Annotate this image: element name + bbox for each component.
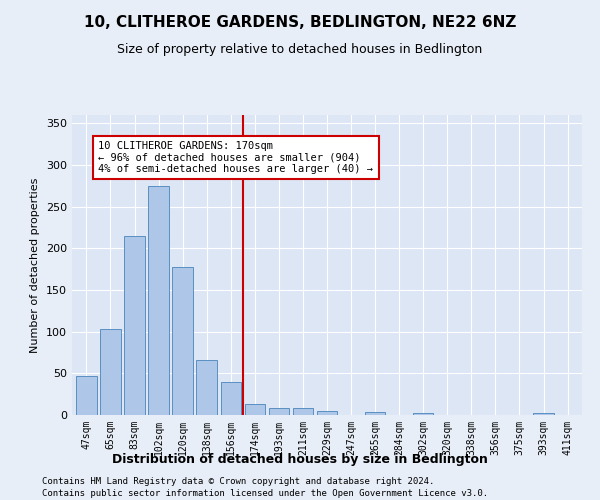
- Bar: [245, 404, 265, 415]
- Text: Distribution of detached houses by size in Bedlington: Distribution of detached houses by size …: [112, 452, 488, 466]
- Bar: [124, 236, 145, 415]
- Text: Contains public sector information licensed under the Open Government Licence v3: Contains public sector information licen…: [42, 489, 488, 498]
- Bar: [148, 186, 169, 415]
- Bar: [196, 360, 217, 415]
- Bar: [221, 382, 241, 415]
- Y-axis label: Number of detached properties: Number of detached properties: [31, 178, 40, 352]
- Text: Contains HM Land Registry data © Crown copyright and database right 2024.: Contains HM Land Registry data © Crown c…: [42, 478, 434, 486]
- Bar: [269, 408, 289, 415]
- Bar: [76, 376, 97, 415]
- Bar: [100, 329, 121, 415]
- Bar: [293, 408, 313, 415]
- Text: Size of property relative to detached houses in Bedlington: Size of property relative to detached ho…: [118, 42, 482, 56]
- Text: 10, CLITHEROE GARDENS, BEDLINGTON, NE22 6NZ: 10, CLITHEROE GARDENS, BEDLINGTON, NE22 …: [84, 15, 516, 30]
- Bar: [172, 266, 193, 415]
- Bar: [413, 412, 433, 415]
- Text: 10 CLITHEROE GARDENS: 170sqm
← 96% of detached houses are smaller (904)
4% of se: 10 CLITHEROE GARDENS: 170sqm ← 96% of de…: [98, 141, 373, 174]
- Bar: [317, 411, 337, 415]
- Bar: [365, 412, 385, 415]
- Bar: [533, 412, 554, 415]
